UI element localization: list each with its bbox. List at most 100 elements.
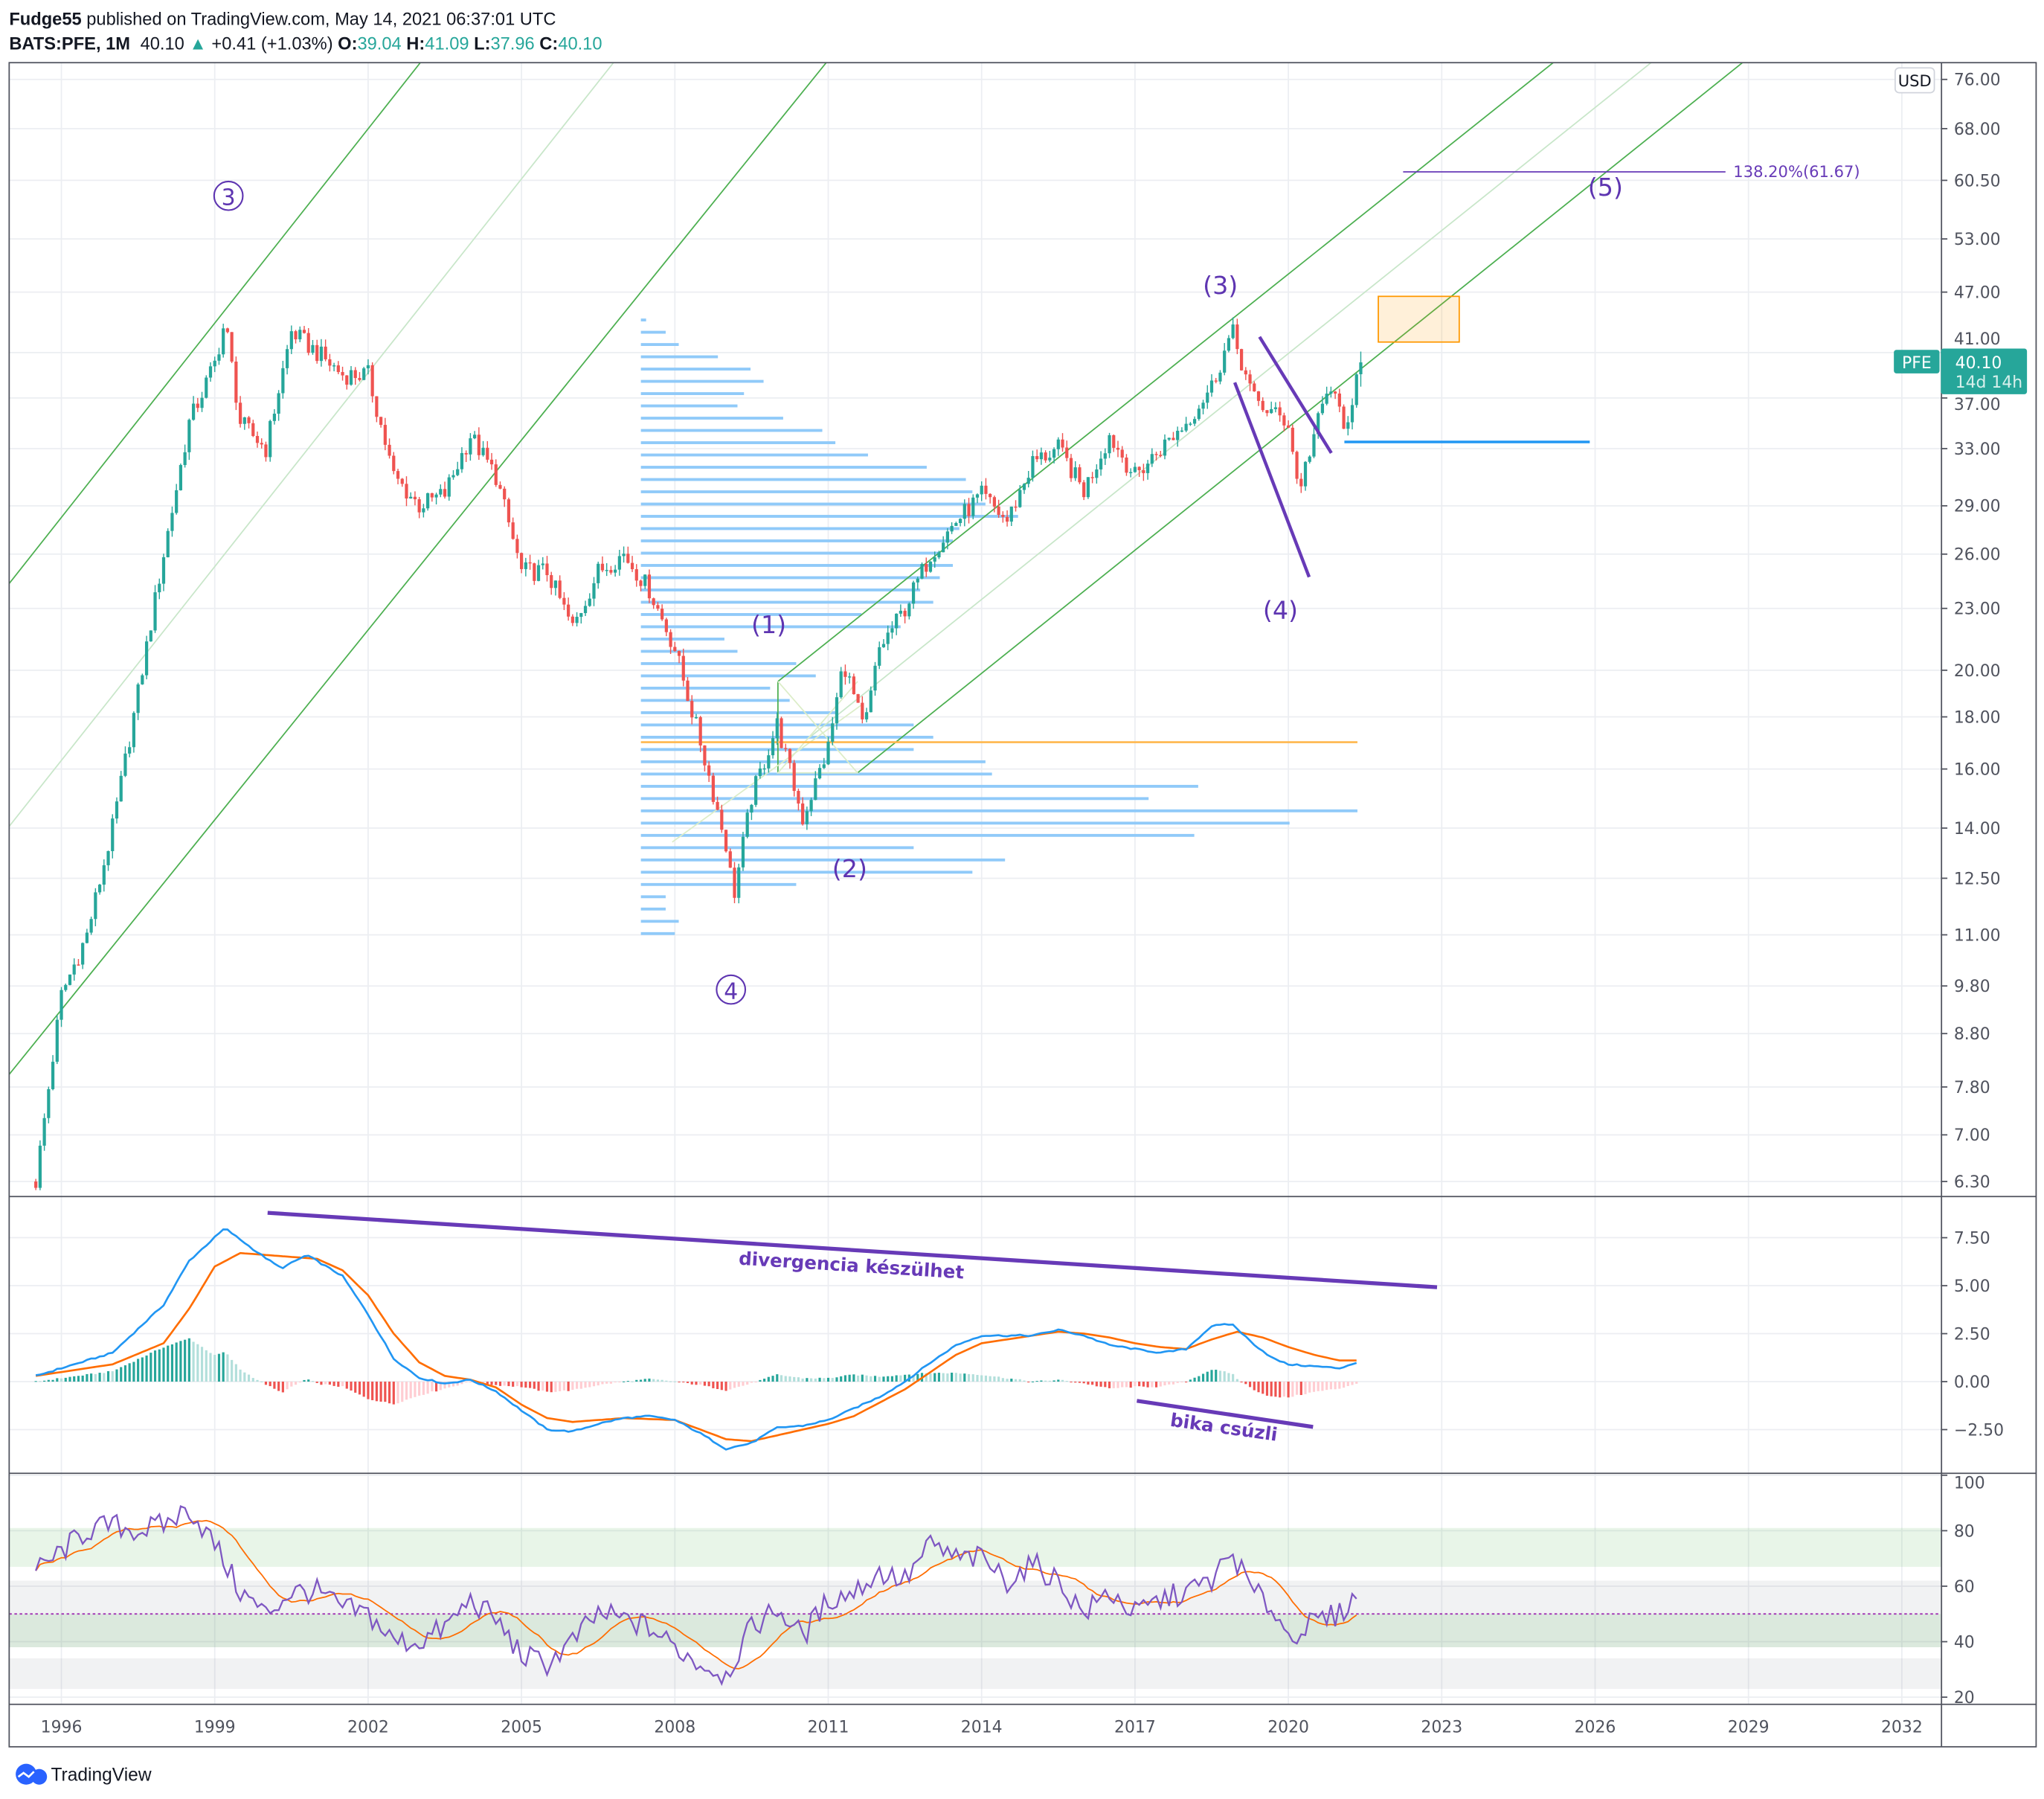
time-tick-label: 1999: [194, 1719, 236, 1737]
candle-body: [503, 488, 507, 500]
macd-histogram-bar: [167, 1345, 170, 1382]
candle-body: [664, 619, 668, 632]
candle-body: [656, 605, 660, 609]
macd-histogram-bar: [843, 1375, 847, 1382]
publisher-name[interactable]: Fudge55: [9, 10, 81, 29]
price-tick-label: 8.80: [1954, 1025, 1990, 1044]
macd-histogram-bar: [401, 1382, 404, 1402]
candle-body: [1312, 434, 1316, 457]
macd-tick-label: 7.50: [1954, 1229, 1990, 1248]
candle-body: [489, 459, 494, 465]
time-tick-label: 2029: [1728, 1719, 1770, 1737]
wave-4-trendline[interactable]: [1232, 382, 1311, 578]
volume-profile-bar: [640, 907, 666, 911]
candle-body: [1044, 452, 1047, 461]
macd-histogram-bar: [793, 1376, 796, 1382]
macd-histogram-bar: [1279, 1382, 1282, 1398]
macd-histogram-bar: [661, 1379, 663, 1382]
candle-body: [141, 675, 144, 684]
candle-body: [992, 497, 996, 507]
macd-histogram-bar: [103, 1373, 106, 1382]
volume-profile-bar: [640, 858, 1006, 862]
candle-body: [1329, 391, 1333, 394]
publish-info: Fudge55 published on TradingView.com, Ma…: [9, 10, 556, 29]
main-pane[interactable]: 138.20%(61.67) 3 4 (1) (2) (3) (4) (5): [9, 62, 1860, 1190]
macd-histogram-bar: [720, 1382, 723, 1391]
channel-drawings[interactable]: [9, 62, 1743, 1075]
macd-histogram-bar: [942, 1373, 945, 1382]
macd-histogram-bar: [870, 1376, 872, 1382]
volume-profile-bar: [640, 343, 679, 346]
macd-histogram-bar: [989, 1376, 992, 1382]
early-trend-line[interactable]: [672, 704, 862, 843]
macd-histogram-bar: [1325, 1382, 1328, 1391]
macd-histogram-bar: [1287, 1382, 1290, 1398]
divergence-trendline[interactable]: [267, 1210, 1438, 1289]
macd-histogram-bar: [47, 1379, 50, 1382]
right-channel-middle[interactable]: [809, 62, 1652, 739]
right-channel-upper[interactable]: [777, 62, 1554, 682]
macd-histogram-bar: [226, 1354, 229, 1382]
open-label: O:: [338, 35, 357, 54]
tradingview-logo[interactable]: TradingView: [16, 1763, 152, 1786]
candle-body: [1342, 406, 1346, 429]
macd-histogram-bar: [1112, 1382, 1115, 1388]
candle-body: [869, 690, 872, 713]
target-zone-box[interactable]: [1378, 295, 1460, 343]
candle-body: [1108, 434, 1111, 454]
macd-histogram-bar: [1151, 1382, 1154, 1388]
price-badge: PFE 40.10 14d 14h: [1894, 348, 2028, 394]
candle-body: [102, 865, 106, 885]
macd-histogram-bar: [367, 1382, 370, 1399]
macd-histogram-bar: [635, 1379, 638, 1382]
macd-histogram-bar: [141, 1357, 144, 1382]
left-channel-upper[interactable]: [9, 62, 421, 584]
macd-histogram-bar: [443, 1382, 446, 1389]
macd-histogram-bar: [256, 1379, 259, 1382]
macd-histogram-bar: [448, 1382, 451, 1388]
volume-profile-bar: [640, 355, 719, 359]
macd-histogram-bar: [1014, 1379, 1018, 1382]
macd-pane[interactable]: divergencia készülhet bika csúzli: [34, 1210, 1438, 1451]
macd-histogram-bar: [818, 1377, 821, 1382]
candle-body: [1218, 372, 1222, 382]
bullish-slingshot-line[interactable]: [1137, 1399, 1314, 1429]
candle-body: [1026, 478, 1030, 484]
left-channel-lower[interactable]: [9, 62, 827, 1075]
macd-histogram-bar: [1201, 1373, 1205, 1382]
candle-body: [281, 368, 285, 394]
macd-histogram-bar: [1078, 1382, 1082, 1383]
candle-body: [51, 1062, 55, 1089]
macd-histogram-bar: [243, 1372, 246, 1382]
price-tick-label: 12.50: [1954, 870, 2001, 888]
macd-histogram-bar: [512, 1382, 515, 1387]
macd-histogram-bar: [520, 1382, 523, 1388]
macd-histogram-bar: [1010, 1379, 1013, 1382]
candle-body: [741, 836, 745, 868]
wedge-breakout-line[interactable]: [1258, 336, 1333, 455]
currency-button[interactable]: USD: [1894, 67, 1935, 94]
macd-histogram-bar: [132, 1362, 135, 1382]
candle-body: [745, 812, 749, 837]
volume-profile-bar: [640, 882, 797, 886]
macd-histogram-bar: [409, 1382, 412, 1399]
candle-body: [161, 557, 166, 584]
macd-histogram-bar: [899, 1375, 902, 1382]
macd-tick-label: 5.00: [1954, 1277, 1990, 1296]
macd-histogram-bar: [1082, 1382, 1085, 1384]
candle-body: [873, 665, 877, 691]
rsi-pane[interactable]: [9, 1505, 1941, 1687]
candle-body: [1206, 392, 1209, 403]
candle-body: [486, 447, 489, 460]
right-channel-lower[interactable]: [857, 62, 1743, 774]
macd-histogram-bar: [537, 1382, 540, 1391]
macd-histogram-bar: [597, 1382, 600, 1386]
candle-body: [971, 497, 975, 516]
volume-profile-bar: [640, 368, 751, 371]
candle-body: [400, 478, 404, 484]
left-channel-middle[interactable]: [9, 62, 614, 827]
candle-body: [1039, 452, 1044, 460]
candle-body: [196, 403, 199, 408]
symbol-name[interactable]: BATS:PFE, 1M: [9, 35, 130, 54]
